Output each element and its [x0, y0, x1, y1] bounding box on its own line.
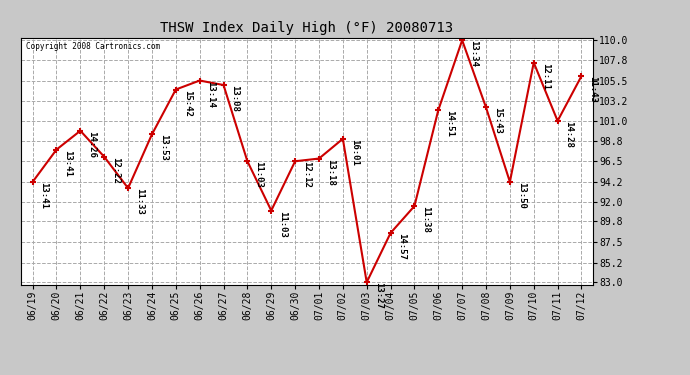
Text: 13:50: 13:50	[517, 182, 526, 209]
Text: 12:12: 12:12	[302, 161, 311, 188]
Text: 15:43: 15:43	[493, 108, 502, 134]
Text: 13:53: 13:53	[159, 134, 168, 161]
Text: 12:22: 12:22	[111, 157, 120, 184]
Text: 14:28: 14:28	[564, 121, 573, 148]
Text: 14:26: 14:26	[88, 131, 97, 158]
Text: 13:41: 13:41	[39, 182, 48, 209]
Text: 11:03: 11:03	[278, 211, 287, 237]
Text: 11:38: 11:38	[422, 206, 431, 233]
Text: 11:33: 11:33	[135, 188, 144, 215]
Text: 14:51: 14:51	[445, 110, 454, 137]
Text: 13:08: 13:08	[230, 85, 239, 112]
Title: THSW Index Daily High (°F) 20080713: THSW Index Daily High (°F) 20080713	[161, 21, 453, 35]
Text: 16:01: 16:01	[350, 139, 359, 166]
Text: 13:14: 13:14	[206, 81, 215, 107]
Text: 13:18: 13:18	[326, 159, 335, 185]
Text: 13:27: 13:27	[374, 282, 383, 309]
Text: 14:57: 14:57	[397, 233, 406, 260]
Text: 13:41: 13:41	[63, 150, 72, 177]
Text: 12:11: 12:11	[541, 63, 550, 90]
Text: 11:43: 11:43	[589, 76, 598, 103]
Text: 15:42: 15:42	[183, 90, 192, 116]
Text: Copyright 2008 Cartronics.com: Copyright 2008 Cartronics.com	[26, 42, 161, 51]
Text: 13:34: 13:34	[469, 40, 478, 67]
Text: 11:03: 11:03	[255, 161, 264, 188]
